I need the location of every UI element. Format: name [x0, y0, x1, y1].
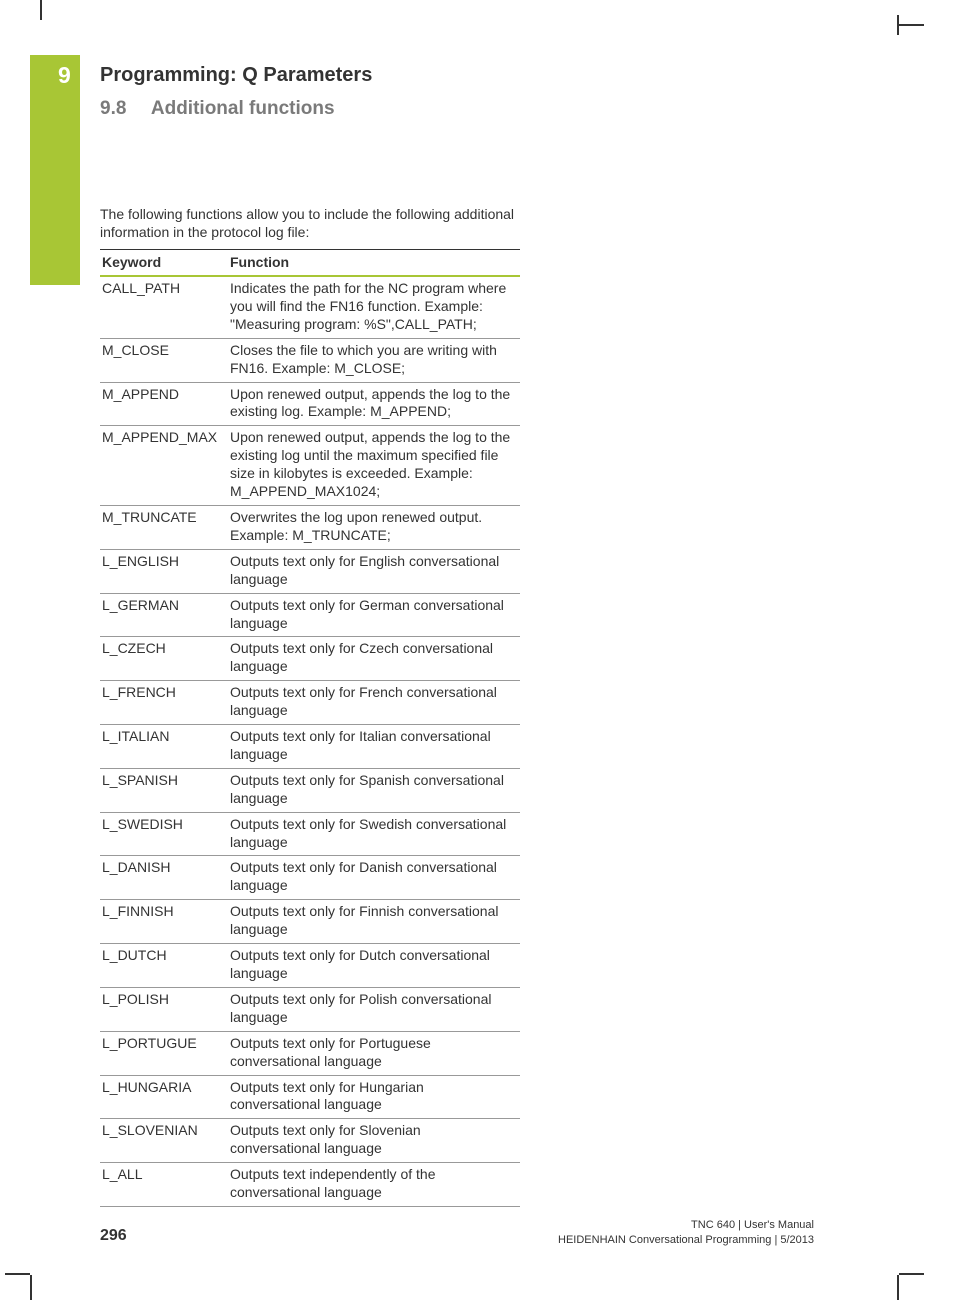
function-cell: Upon renewed output, appends the log to … — [228, 426, 520, 506]
keyword-cell: L_FRENCH — [100, 681, 228, 725]
crop-mark — [5, 1273, 30, 1275]
table-row: L_FINNISHOutputs text only for Finnish c… — [100, 900, 520, 944]
table-row: L_DANISHOutputs text only for Danish con… — [100, 856, 520, 900]
function-cell: Outputs text only for Danish conversatio… — [228, 856, 520, 900]
function-cell: Overwrites the log upon renewed output. … — [228, 505, 520, 549]
table-header-keyword: Keyword — [100, 250, 228, 277]
keyword-cell: L_ENGLISH — [100, 549, 228, 593]
table-row: L_POLISHOutputs text only for Polish con… — [100, 987, 520, 1031]
table-row: L_SWEDISHOutputs text only for Swedish c… — [100, 812, 520, 856]
crop-mark — [899, 24, 924, 26]
keyword-cell: L_SWEDISH — [100, 812, 228, 856]
keyword-cell: L_SPANISH — [100, 768, 228, 812]
function-cell: Outputs text only for Slovenian conversa… — [228, 1119, 520, 1163]
intro-paragraph: The following functions allow you to inc… — [100, 205, 530, 241]
table-row: M_TRUNCATEOverwrites the log upon renewe… — [100, 505, 520, 549]
table-row: L_SPANISHOutputs text only for Spanish c… — [100, 768, 520, 812]
page-number: 296 — [100, 1227, 127, 1245]
table-row: L_CZECHOutputs text only for Czech conve… — [100, 637, 520, 681]
table-row: L_DUTCHOutputs text only for Dutch conve… — [100, 944, 520, 988]
function-cell: Outputs text only for Spanish conversati… — [228, 768, 520, 812]
keyword-cell: M_APPEND — [100, 382, 228, 426]
function-cell: Outputs text only for Polish conversatio… — [228, 987, 520, 1031]
section-number: 9.8 — [100, 98, 126, 119]
footer-line: HEIDENHAIN Conversational Programming | … — [558, 1233, 814, 1247]
function-cell: Outputs text only for Swedish conversati… — [228, 812, 520, 856]
table-row: L_ITALIANOutputs text only for Italian c… — [100, 725, 520, 769]
keyword-cell: L_ALL — [100, 1163, 228, 1207]
function-cell: Outputs text only for German conversatio… — [228, 593, 520, 637]
table-row: L_ALLOutputs text independently of the c… — [100, 1163, 520, 1207]
table-row: L_GERMANOutputs text only for German con… — [100, 593, 520, 637]
footer: TNC 640 | User's Manual HEIDENHAIN Conve… — [558, 1218, 814, 1247]
keyword-cell: L_PORTUGUE — [100, 1031, 228, 1075]
keyword-cell: L_GERMAN — [100, 593, 228, 637]
function-cell: Upon renewed output, appends the log to … — [228, 382, 520, 426]
crop-mark — [897, 1275, 899, 1300]
function-cell: Outputs text only for Italian conversati… — [228, 725, 520, 769]
table-header-function: Function — [228, 250, 520, 277]
keyword-cell: M_CLOSE — [100, 338, 228, 382]
table-row: M_CLOSECloses the file to which you are … — [100, 338, 520, 382]
function-cell: Outputs text only for Finnish conversati… — [228, 900, 520, 944]
keyword-cell: L_SLOVENIAN — [100, 1119, 228, 1163]
keyword-cell: M_TRUNCATE — [100, 505, 228, 549]
chapter-title: Programming: Q Parameters — [100, 64, 372, 87]
function-cell: Closes the file to which you are writing… — [228, 338, 520, 382]
table-row: L_HUNGARIAOutputs text only for Hungaria… — [100, 1075, 520, 1119]
table-row: M_APPENDUpon renewed output, appends the… — [100, 382, 520, 426]
function-cell: Outputs text only for Hungarian conversa… — [228, 1075, 520, 1119]
crop-mark — [40, 0, 42, 20]
keyword-cell: M_APPEND_MAX — [100, 426, 228, 506]
function-cell: Outputs text independently of the conver… — [228, 1163, 520, 1207]
chapter-number: 9 — [58, 62, 71, 89]
table-row: L_PORTUGUEOutputs text only for Portugue… — [100, 1031, 520, 1075]
function-cell: Outputs text only for Czech conversation… — [228, 637, 520, 681]
chapter-tab — [30, 55, 80, 285]
table-row: L_FRENCHOutputs text only for French con… — [100, 681, 520, 725]
crop-mark — [899, 1273, 924, 1275]
function-cell: Outputs text only for French conversatio… — [228, 681, 520, 725]
keyword-cell: L_DANISH — [100, 856, 228, 900]
table-row: M_APPEND_MAXUpon renewed output, appends… — [100, 426, 520, 506]
function-cell: Indicates the path for the NC program wh… — [228, 276, 520, 338]
section-title: Additional functions — [151, 98, 335, 119]
table-row: L_ENGLISHOutputs text only for English c… — [100, 549, 520, 593]
keyword-cell: L_FINNISH — [100, 900, 228, 944]
footer-line: TNC 640 | User's Manual — [558, 1218, 814, 1232]
function-cell: Outputs text only for English conversati… — [228, 549, 520, 593]
keyword-cell: CALL_PATH — [100, 276, 228, 338]
function-cell: Outputs text only for Portuguese convers… — [228, 1031, 520, 1075]
keyword-cell: L_ITALIAN — [100, 725, 228, 769]
functions-table: Keyword Function CALL_PATHIndicates the … — [100, 249, 520, 1207]
function-cell: Outputs text only for Dutch conversation… — [228, 944, 520, 988]
keyword-cell: L_HUNGARIA — [100, 1075, 228, 1119]
keyword-cell: L_DUTCH — [100, 944, 228, 988]
keyword-cell: L_POLISH — [100, 987, 228, 1031]
table-row: L_SLOVENIANOutputs text only for Sloveni… — [100, 1119, 520, 1163]
keyword-cell: L_CZECH — [100, 637, 228, 681]
crop-mark — [30, 1275, 32, 1300]
table-row: CALL_PATHIndicates the path for the NC p… — [100, 276, 520, 338]
section-heading: 9.8 Additional functions — [100, 98, 335, 120]
